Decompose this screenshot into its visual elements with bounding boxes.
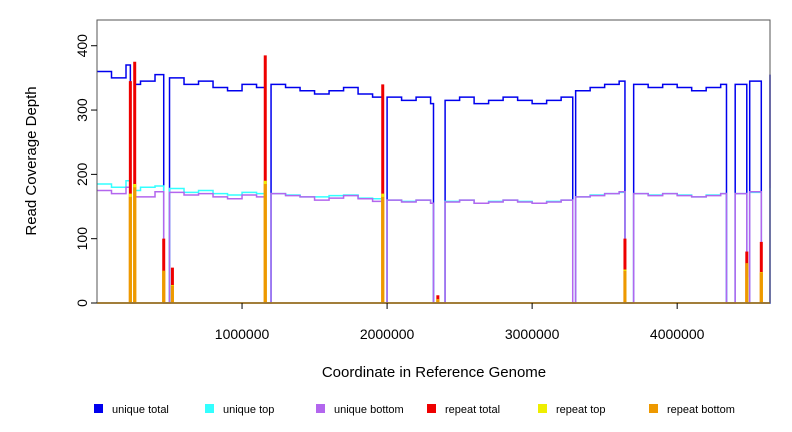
y-tick-label: 0 [74,299,90,307]
y-tick-label: 400 [74,34,90,58]
y-tick-label: 300 [74,98,90,122]
x-tick-label: 3000000 [505,326,560,342]
legend-swatch [649,404,658,413]
x-tick-label: 2000000 [360,326,415,342]
legend-label: repeat top [556,404,606,416]
plot-series-group [97,55,771,304]
y-axis-title: Read Coverage Depth [23,86,40,235]
legend-swatch [538,404,547,413]
legend-label: unique total [112,404,169,416]
legend-swatch [94,404,103,413]
legend-label: repeat total [445,404,500,416]
legend: unique total unique top unique bottom repea… [94,404,735,416]
legend-label: repeat bottom [667,404,735,416]
legend-label: unique top [223,404,274,416]
series-line-unique-total [97,64,771,304]
legend-swatch [427,404,436,413]
legend-swatch [205,404,214,413]
series-line-unique-bottom [97,186,771,304]
legend-label: unique bottom [334,404,404,416]
x-axis-title: Coordinate in Reference Genome [322,364,546,381]
y-tick-label: 100 [74,227,90,251]
x-tick-label: 4000000 [650,326,705,342]
plot-frame [96,19,771,304]
legend-swatch [316,404,325,413]
x-tick-label: 1000000 [215,326,270,342]
x-axis: 1000000 2000000 3000000 4000000 [215,303,705,342]
y-tick-label: 200 [74,162,90,186]
y-axis: 0 100 200 300 400 [74,34,97,307]
